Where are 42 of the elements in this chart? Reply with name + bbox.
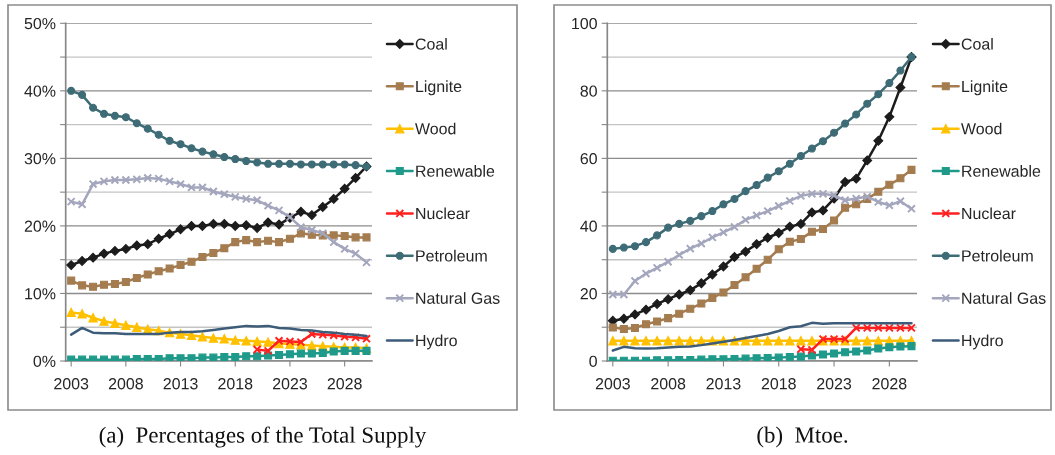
legend-label: Nuclear <box>416 207 470 220</box>
y-tick-label: 10% <box>25 288 56 300</box>
legend-label: Natural Gas <box>416 292 500 304</box>
y-tick-label: 100 <box>572 17 597 30</box>
legend-label: Wood <box>961 122 1002 135</box>
legend-label: Renewable <box>962 165 1041 177</box>
legend-label: Hydro <box>962 334 1003 350</box>
legend-label: Wood <box>415 122 456 135</box>
x-tick-label: 2023 <box>272 378 308 390</box>
text: (b) Mtoe. <box>757 426 848 448</box>
y-tick-label: 40% <box>24 85 56 97</box>
x-tick-label: 2013 <box>163 378 198 390</box>
y-tick-label: 50% <box>24 17 56 30</box>
x-tick-label: 2018 <box>761 378 796 390</box>
x-tick-label: 2008 <box>108 378 143 390</box>
x-tick-label: 2008 <box>651 378 686 390</box>
legend-label: Lignite <box>416 80 462 96</box>
x-tick-label: 2003 <box>595 378 630 390</box>
y-tick-label: 20% <box>24 220 56 232</box>
y-tick-label: 0% <box>33 355 56 367</box>
x-tick-label: 2013 <box>706 378 741 390</box>
y-tick-label: 60 <box>580 153 597 165</box>
legend-label: Petroleum <box>962 249 1033 262</box>
y-tick-label: 20 <box>580 288 597 300</box>
x-tick-label: 2028 <box>872 378 907 390</box>
y-tick-label: 30% <box>24 153 56 165</box>
x-tick-label: 2023 <box>817 378 852 390</box>
y-tick-label: 80 <box>580 85 597 97</box>
y-tick-label: 0 <box>589 355 597 367</box>
legend-label: Natural Gas <box>962 292 1046 304</box>
legend-label: Nuclear <box>962 207 1016 220</box>
legend-label: Coal <box>415 38 447 50</box>
x-tick-label: 2018 <box>218 378 253 390</box>
x-tick-label: 2003 <box>54 378 89 390</box>
legend-label: Hydro <box>416 334 457 350</box>
text: (a) Percentages of the Total Supply <box>99 426 427 448</box>
legend-label: Petroleum <box>416 249 487 262</box>
y-tick-label: 40 <box>580 220 597 232</box>
legend-label: Lignite <box>962 80 1008 96</box>
legend-label: Renewable <box>416 165 495 177</box>
x-tick-label: 2028 <box>327 378 362 390</box>
legend-label: Coal <box>961 38 993 50</box>
